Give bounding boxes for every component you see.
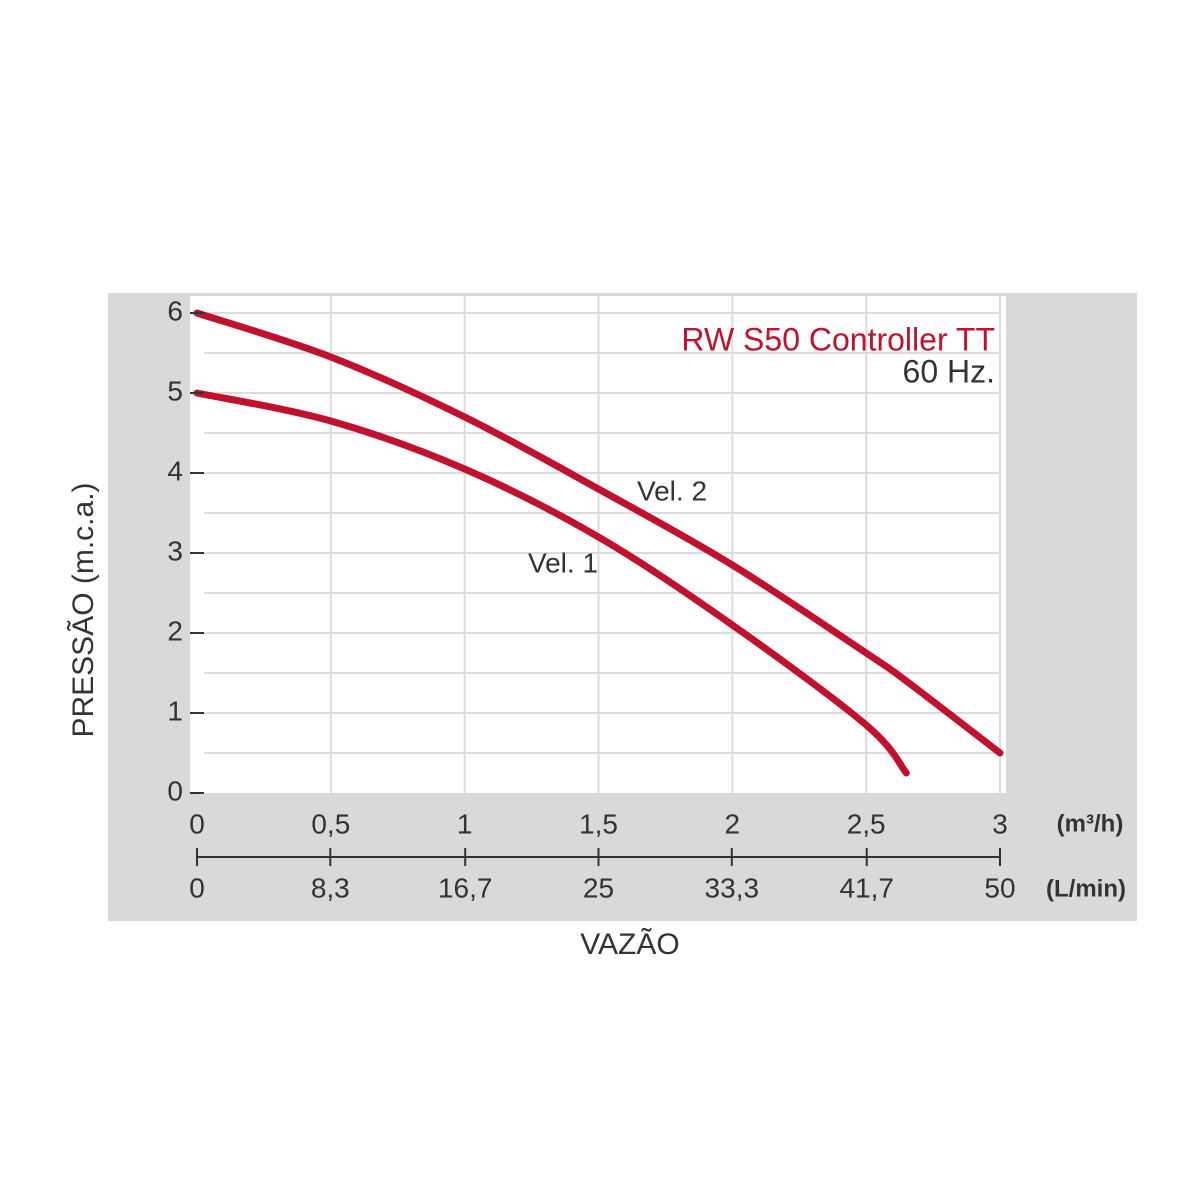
x-tick-label: 3	[992, 808, 1008, 839]
x-axis-label: VAZÃO	[580, 927, 679, 961]
curves	[193, 309, 1004, 777]
y-axis-label: PRESSÃO (m.c.a.)	[66, 482, 100, 737]
x-tick-label: 1,5	[579, 808, 618, 839]
x2-tick-label: 25	[583, 872, 614, 903]
x2-tick-label: 16,7	[438, 872, 493, 903]
x2-tick-label: 8,3	[311, 872, 350, 903]
x2-tick-label: 41,7	[839, 872, 894, 903]
x-tick-label: 2	[725, 808, 741, 839]
x-tick-label: 2,5	[847, 808, 886, 839]
curve	[193, 309, 1004, 757]
y-tick-label: 2	[167, 615, 183, 646]
chart-title: RW S50 Controller TT	[681, 321, 995, 357]
x2-tick-label: 0	[189, 872, 205, 903]
x2-tick-label: 33,3	[705, 872, 760, 903]
x2-tick-label: 50	[984, 872, 1015, 903]
x-tick-label: 1	[457, 808, 473, 839]
x-tick-label: 0	[189, 808, 205, 839]
x-unit: (m³/h)	[1057, 810, 1124, 837]
grid	[204, 296, 1001, 793]
y-tick-label: 4	[167, 455, 183, 486]
y-tick-label: 0	[167, 775, 183, 806]
chart-subtitle: 60 Hz.	[903, 353, 995, 389]
y-tick-label: 3	[167, 535, 183, 566]
series-label: Vel. 1	[528, 547, 598, 578]
x-tick-label: 0,5	[311, 808, 350, 839]
y-tick-label: 6	[167, 295, 183, 326]
y-tick-label: 5	[167, 375, 183, 406]
y-tick-label: 1	[167, 695, 183, 726]
series-label: Vel. 2	[637, 475, 707, 506]
x2-unit: (L/min)	[1046, 875, 1126, 902]
curve	[193, 389, 910, 777]
